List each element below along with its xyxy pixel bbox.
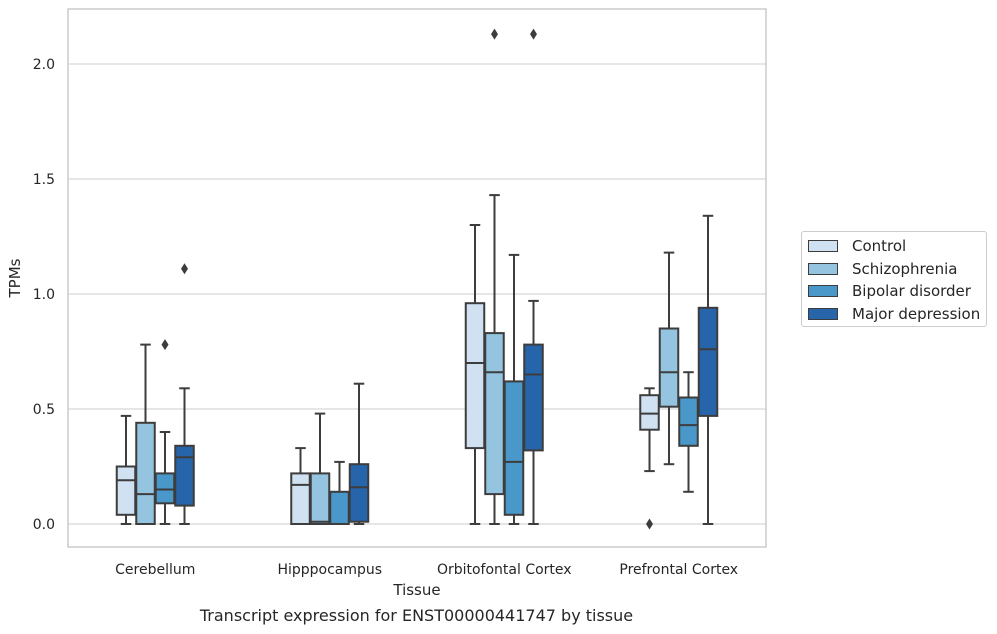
legend-item-major-depression: Major depression	[808, 303, 986, 326]
outlier-cerebellum-major-depression	[181, 263, 188, 275]
box-orbitofontal-cortex-schizophrenia	[484, 332, 505, 496]
box-prefrontal-cortex-bipolar-disorder	[678, 396, 699, 447]
y-tick-label: 2.0	[33, 57, 55, 73]
box-orbitofontal-cortex-bipolar-disorder	[503, 380, 525, 516]
y-axis-title: TPMs	[6, 258, 24, 298]
box-prefrontal-cortex-schizophrenia	[658, 327, 680, 408]
legend-label-schizophrenia: Schizophrenia	[852, 259, 958, 278]
outlier-prefrontal-cortex-control	[646, 518, 653, 530]
legend-swatch-bipolar-disorder	[808, 285, 838, 298]
x-tick-label: Hipppocampus	[277, 562, 382, 578]
legend-label-major-depression: Major depression	[852, 304, 981, 323]
box-hipppocampus-bipolar-disorder	[329, 490, 350, 525]
legend-swatch-schizophrenia	[808, 262, 838, 275]
box-hipppocampus-schizophrenia	[309, 472, 331, 525]
y-tick-label: 1.5	[33, 172, 55, 188]
box-cerebellum-bipolar-disorder	[154, 472, 176, 505]
box-prefrontal-cortex-control	[639, 394, 660, 431]
legend-item-bipolar-disorder: Bipolar disorder	[808, 280, 986, 303]
legend-item-control: Control	[808, 235, 986, 258]
legend-label-bipolar-disorder: Bipolar disorder	[852, 282, 971, 301]
box-cerebellum-major-depression	[174, 444, 195, 507]
plot-frame	[67, 8, 767, 548]
box-cerebellum-control	[115, 465, 137, 516]
legend-label-control: Control	[852, 237, 907, 256]
box-prefrontal-cortex-major-depression	[697, 306, 719, 417]
y-tick-label: 1.0	[33, 287, 55, 303]
outlier-orbitofontal-cortex-major-depression	[530, 28, 537, 40]
box-cerebellum-schizophrenia	[135, 421, 156, 525]
x-tick-label: Prefrontal Cortex	[619, 562, 738, 578]
legend-item-schizophrenia: Schizophrenia	[808, 258, 986, 281]
box-hipppocampus-major-depression	[348, 463, 370, 523]
chart-legend: Control Schizophrenia Bipolar disorder M…	[801, 231, 987, 327]
chart-caption: Transcript expression for ENST0000044174…	[199, 606, 634, 625]
outlier-orbitofontal-cortex-schizophrenia	[491, 28, 498, 40]
legend-swatch-control	[808, 240, 838, 253]
box-orbitofontal-cortex-major-depression	[523, 343, 544, 452]
x-tick-label: Cerebellum	[115, 562, 195, 578]
box-orbitofontal-cortex-control	[464, 302, 486, 450]
y-tick-label: 0.0	[33, 517, 55, 533]
legend-swatch-major-depression	[808, 307, 838, 320]
outlier-cerebellum-bipolar-disorder	[161, 339, 169, 351]
x-tick-label: Orbitofontal Cortex	[437, 562, 572, 578]
x-axis-title: Tissue	[392, 581, 440, 599]
box-hipppocampus-control	[290, 472, 311, 525]
y-tick-label: 0.5	[33, 402, 55, 418]
